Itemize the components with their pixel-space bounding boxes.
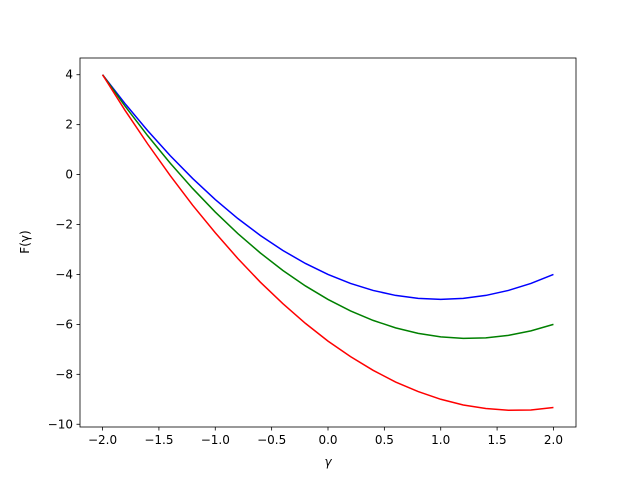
y-tick-label: −10	[48, 417, 73, 431]
line-series	[101, 74, 554, 340]
y-tick-label: −2	[55, 218, 73, 232]
y-tick-label: 0	[65, 168, 73, 182]
y-tick-label: −4	[55, 267, 73, 281]
y-tick-label: 4	[65, 68, 73, 82]
x-tick-label: −2.0	[88, 433, 117, 447]
x-tick-label: 0.5	[375, 433, 394, 447]
x-tick-label: 2.0	[544, 433, 563, 447]
plot-frame	[79, 57, 577, 428]
x-axis-label: γ	[324, 455, 332, 469]
line-series	[101, 74, 554, 301]
x-tick-label: 1.5	[488, 433, 507, 447]
line-series	[101, 74, 554, 412]
y-tick-label: −6	[55, 317, 73, 331]
y-tick-label: 2	[65, 118, 73, 132]
x-tick-label: 1.0	[431, 433, 450, 447]
x-tick-label: −1.5	[144, 433, 173, 447]
x-tick-label: −1.0	[201, 433, 230, 447]
x-tick-label: 0.0	[318, 433, 337, 447]
x-tick-label: −0.5	[257, 433, 286, 447]
y-tick-label: −8	[55, 367, 73, 381]
y-axis-label: F(γ)	[18, 230, 32, 253]
